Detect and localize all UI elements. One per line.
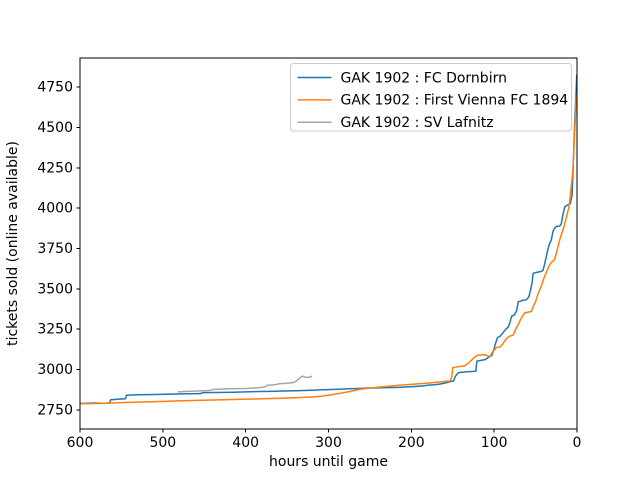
y-tick-label: 4000 bbox=[37, 201, 73, 217]
legend-label: GAK 1902 : First Vienna FC 1894 bbox=[341, 93, 569, 109]
y-tick-label: 2750 bbox=[37, 402, 73, 418]
x-tick-label: 600 bbox=[67, 435, 94, 451]
legend: GAK 1902 : FC Dornbirn GAK 1902 : First V… bbox=[290, 63, 572, 132]
legend-label: GAK 1902 : FC Dornbirn bbox=[341, 70, 507, 86]
x-tick-label: 500 bbox=[149, 435, 176, 451]
x-axis-label: hours until game bbox=[269, 454, 388, 470]
x-tick-label: 0 bbox=[573, 435, 582, 451]
series-line-0 bbox=[79, 74, 578, 405]
x-axis: 600 500 400 300 200 100 0 bbox=[67, 429, 582, 451]
y-tick-label: 4250 bbox=[37, 160, 73, 176]
y-tick-label: 3000 bbox=[37, 362, 73, 378]
y-tick-label: 3500 bbox=[37, 281, 73, 297]
x-tick-label: 200 bbox=[398, 435, 425, 451]
series-line-2 bbox=[177, 375, 313, 393]
y-tick-label: 4500 bbox=[37, 120, 73, 136]
series-line-1 bbox=[79, 94, 578, 405]
y-tick-label: 4750 bbox=[37, 80, 73, 96]
y-axis-label: tickets sold (online available) bbox=[5, 141, 21, 346]
y-axis: 2750 3000 3250 3500 3750 4000 4250 4500 4750 bbox=[37, 80, 80, 418]
legend-box bbox=[290, 63, 572, 132]
y-tick-label: 3750 bbox=[37, 241, 73, 257]
x-tick-label: 400 bbox=[232, 435, 259, 451]
y-tick-label: 3250 bbox=[37, 322, 73, 338]
x-tick-label: 300 bbox=[315, 435, 342, 451]
legend-label: GAK 1902 : SV Lafnitz bbox=[341, 115, 494, 131]
x-tick-label: 100 bbox=[481, 435, 508, 451]
plot-series bbox=[79, 74, 578, 405]
